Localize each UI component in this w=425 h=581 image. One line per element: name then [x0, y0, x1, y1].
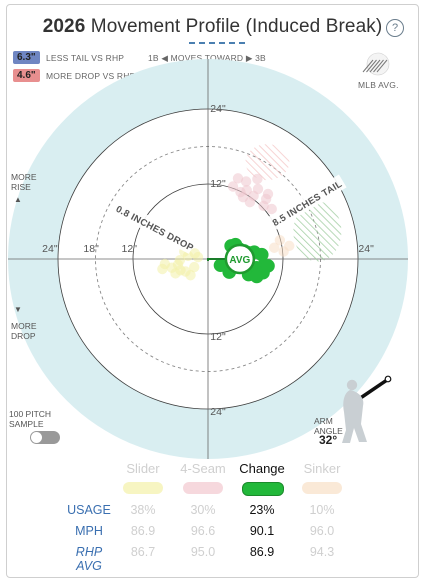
4-seam-point-4: [252, 183, 264, 195]
drop-annotation-bg: [114, 201, 196, 254]
rhp-avg-slider: 86.7: [130, 545, 156, 559]
title-text: Movement Profile (Induced Break): [85, 16, 383, 37]
pitch-pill-4-seam[interactable]: [183, 482, 223, 494]
title-year: 2026: [42, 16, 86, 37]
mlb-avg-label: MLB AVG.: [358, 80, 399, 90]
arm-angle-value: 32°: [319, 433, 338, 447]
usage-change: 23%: [249, 503, 275, 517]
usage-label: USAGE: [67, 503, 111, 517]
up-arrow-icon: ▲: [14, 195, 22, 204]
sinker-point-0: [274, 235, 286, 246]
pitch-pill-sinker[interactable]: [302, 482, 342, 494]
pitcher-head: [346, 379, 358, 391]
mlb-avg-change-zone: [293, 201, 342, 262]
arm-angle-label: ARM ANGLE: [314, 416, 343, 436]
usage-slider: 38%: [130, 503, 156, 517]
rhp-avg-change: 86.9: [249, 545, 275, 559]
4-seam-point-2: [240, 176, 252, 187]
sample-toggle[interactable]: [30, 431, 60, 444]
slider-point-13: [172, 259, 184, 270]
4-seam-point-11: [252, 173, 263, 185]
tick-label-left-24: 24": [42, 243, 58, 255]
slider-point-8: [170, 268, 181, 279]
pitcher-body: [342, 390, 367, 443]
4-seam-point-0: [227, 181, 239, 192]
avg-label: AVG: [229, 255, 250, 266]
change-point-6: [254, 247, 269, 262]
mlb-avg-icon-hatch: [376, 59, 388, 73]
avg-marker: AVG: [224, 243, 256, 275]
4-seam-point-9: [266, 203, 277, 215]
slider-point-10: [189, 248, 201, 259]
pitch-name-change[interactable]: Change: [239, 461, 285, 476]
drop-legend-text: MORE DROP VS RHP: [46, 71, 136, 81]
pitch-name-sinker[interactable]: Sinker: [303, 461, 341, 476]
tick-label-top-24: 24": [210, 103, 226, 115]
toggle-knob: [31, 432, 42, 443]
page-title: 2026 Movement Profile (Induced Break): [0, 16, 425, 38]
usage-sinker: 10%: [309, 503, 335, 517]
rhp-avg-sinker: 94.3: [309, 545, 335, 559]
4-seam-point-8: [232, 173, 244, 184]
change-point-15: [261, 259, 275, 273]
arm-angle-line: [357, 378, 389, 401]
mph-label: MPH: [75, 524, 103, 538]
tick-label-bottom-12: 12": [210, 331, 226, 343]
ball-dot: [384, 375, 392, 383]
slider-point-2: [189, 261, 200, 273]
mlb-avg-icon-hatch: [362, 59, 374, 73]
mph-change: 90.1: [249, 524, 275, 538]
drop-badge: 4.6": [13, 69, 40, 82]
mph-sinker: 96.0: [309, 524, 335, 538]
moves-toward-label: 1B ◀ MOVES TOWARD ▶ 3B: [148, 53, 266, 63]
mlb-avg-icon-hatch: [373, 59, 384, 73]
mph-slider: 86.9: [130, 524, 156, 538]
pitch-pill-change[interactable]: [242, 482, 284, 496]
tick-label-top-12: 12": [210, 178, 226, 190]
mlb-avg-icon: [362, 52, 390, 76]
more-rise-label: MORE RISE: [11, 172, 37, 192]
4-seam-point-12: [262, 188, 274, 200]
mlb-avg-icon-hatch: [369, 59, 381, 73]
pitcher-silhouette-icon: [342, 375, 392, 443]
tail-legend-text: LESS TAIL VS RHP: [46, 53, 125, 63]
pitch-pill-slider[interactable]: [123, 482, 163, 494]
tick-label-left-12: 12": [122, 243, 138, 255]
mph-4-seam: 96.6: [190, 524, 216, 538]
pitch-name-4-seam[interactable]: 4-Seam: [180, 461, 226, 476]
rhp-avg-4-seam: 95.0: [190, 545, 216, 559]
sample-label: 100 PITCH SAMPLE: [9, 409, 52, 429]
sinker-point-3: [269, 242, 280, 253]
title-underline: [189, 42, 245, 44]
tail-annotation-bg: [266, 174, 347, 231]
slider-point-7: [185, 270, 196, 281]
4-seam-point-13: [237, 191, 249, 203]
change-point-16: [249, 269, 264, 284]
usage-4-seam: 30%: [190, 503, 216, 517]
rhp-avg-label: RHP AVG: [75, 545, 103, 573]
down-arrow-icon: ▼: [14, 305, 22, 314]
tick-label-left-18: 18": [83, 243, 99, 255]
mlb-avg-fourseam-zone: [245, 144, 290, 181]
tail-badge: 6.3": [13, 51, 40, 64]
help-icon[interactable]: ?: [386, 19, 404, 37]
pitch-name-slider[interactable]: Slider: [126, 461, 160, 476]
tick-label-bottom-24: 24": [210, 406, 226, 418]
more-drop-label: MORE DROP: [11, 321, 37, 341]
avg-circle: [224, 243, 256, 275]
tick-label-right-24: 24": [358, 243, 374, 255]
mlb-avg-icon-hatch: [366, 59, 377, 73]
sinker-point-2: [278, 246, 289, 257]
slider-point-11: [157, 263, 168, 275]
